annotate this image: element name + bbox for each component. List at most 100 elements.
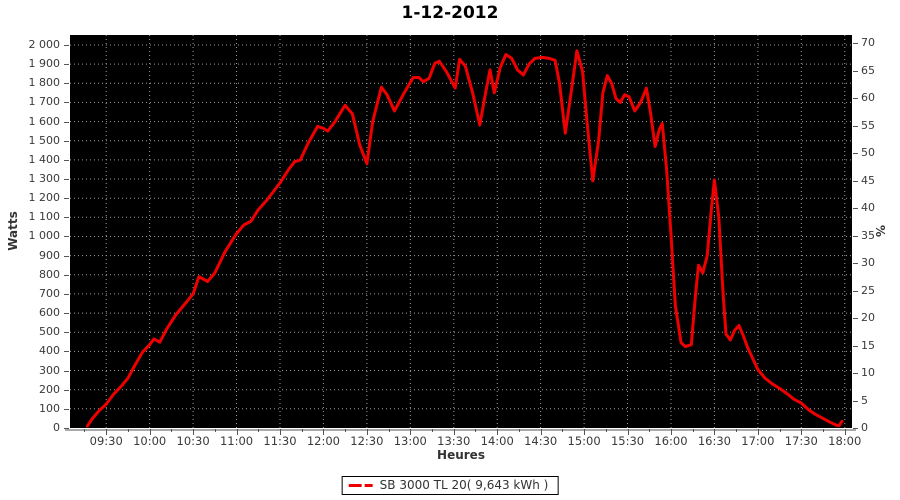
y-axis-left-tick [64,293,69,295]
x-axis-tick-label: 17:00 [741,434,775,448]
x-axis-major-tick [627,429,629,435]
x-axis-minor-tick [475,429,477,432]
y-axis-right-tick [853,43,858,44]
y-axis-left-tick-label: 1 400 [28,152,61,166]
y-axis-left-tick [64,140,69,142]
x-axis-minor-tick [692,429,694,432]
y-axis-left-tick [64,121,69,123]
line-chart-svg [70,35,852,428]
y-axis-left-tick [64,274,69,276]
x-axis-major-tick [714,429,716,435]
y-axis-right-tick [853,153,858,154]
y-axis-right-tick-label: 65 [861,63,875,77]
y-axis-right-tick [853,428,858,429]
y-axis-left-tick-label: 800 [39,267,60,281]
y-axis-right-tick-label: 55 [861,118,875,132]
y-axis-left-tick [64,198,69,200]
x-axis-minor-tick [258,429,260,432]
x-axis-tick-label: 18:00 [828,434,862,448]
x-axis-major-tick [193,429,195,435]
x-axis-tick-label: 10:30 [176,434,210,448]
y-axis-left-tick [64,351,69,353]
x-axis-tick-label: 16:30 [697,434,731,448]
x-axis-major-tick [540,429,542,435]
x-axis-minor-tick [562,429,564,432]
x-axis-minor-tick [605,429,607,432]
y-axis-left-tick-label: 1 200 [28,191,61,205]
y-axis-right-tick-label: 50 [861,146,875,159]
y-axis-right-tick [853,263,858,264]
x-axis-major-tick [497,429,499,435]
x-axis-tick-label: 11:30 [263,434,297,448]
y-axis-left-tick [64,332,69,334]
x-axis-minor-tick [127,429,129,432]
x-axis-minor-tick [171,429,173,432]
chart-title: 1-12-2012 [401,3,499,23]
y-axis-right-tick-label: 10 [861,366,875,379]
x-axis-minor-tick [518,429,520,432]
y-axis-right-tick-label: 25 [861,283,875,297]
y-axis-left-tick-label: 500 [39,325,60,339]
y-axis-left-tick-label: 2 000 [28,37,61,51]
x-axis-tick-label: 11:00 [219,434,254,448]
y-axis-right-tick [853,373,858,374]
x-axis-tick-label: 14:30 [524,434,558,448]
y-axis-left-tick [64,217,69,219]
x-axis-major-tick [670,429,672,435]
power-series-line [85,49,844,428]
y-axis-right-tick-label: 45 [861,173,875,187]
x-axis-major-tick [584,429,586,435]
y-axis-left-tick [64,255,69,257]
x-axis-major-tick [323,429,325,435]
y-axis-left-tick-label: 600 [39,306,60,320]
x-axis-tick-label: 17:30 [784,434,818,448]
y-axis-right-tick-label: 35 [861,228,875,242]
x-axis-minor-tick [214,429,216,432]
x-axis-minor-tick [388,429,390,432]
y-axis-left-tick [64,64,69,66]
legend-label: SB 3000 TL 20( 9,643 kWh ) [379,478,549,492]
x-axis-tick-label: 13:00 [393,434,427,448]
x-axis-minor-tick [345,429,347,432]
y-axis-left-tick-label: 100 [39,401,60,415]
y-axis-right-tick-label: 30 [861,256,875,269]
y-axis-right-tick-label: 40 [861,201,875,214]
plot-area [70,35,852,428]
x-axis-major-tick [106,429,108,435]
x-axis-minor-tick [736,429,738,432]
y-axis-left-tick-label: 1 900 [28,57,61,71]
y-axis-left-tick-label: 1 000 [28,229,61,243]
x-axis-major-tick [453,429,455,435]
y-axis-left-tick [64,179,69,181]
x-axis-major-tick [801,429,803,435]
x-axis-minor-tick [432,429,434,432]
y-axis-left-tick-label: 1 700 [28,95,61,109]
y-axis-right-tick [853,98,858,99]
x-axis-tick-label: 15:30 [610,434,645,448]
x-axis-tick-label: 13:30 [437,434,471,448]
y-axis-left-tick [64,102,69,104]
x-axis-title: Heures [437,448,485,462]
y-axis-left-tick-label: 700 [39,286,60,300]
x-axis-tick-label: 15:00 [567,434,601,448]
x-axis-tick-label: 10:00 [133,434,167,448]
y-axis-right-tick-label: 5 [861,393,868,407]
y-axis-left-tick-label: 400 [39,344,60,358]
x-axis-tick-label: 16:00 [654,434,688,448]
y-axis-right-tick [853,125,858,127]
x-axis-minor-tick [823,429,825,432]
y-axis-left-tick-label: 1 500 [28,133,61,147]
y-axis-right-tick [853,235,858,237]
x-axis-major-tick [236,429,238,435]
y-axis-right-tick [853,208,858,209]
y-axis-left-tick [64,428,69,429]
y-axis-right-tick-label: 70 [861,36,875,49]
y-axis-left-tick [64,159,69,161]
y-axis-left-tick-label: 900 [39,248,60,262]
y-axis-left-tick-label: 1 800 [28,76,61,90]
y-axis-right-tick-label: 15 [861,338,875,352]
x-axis-tick-label: 09:30 [89,434,123,448]
y-axis-left-tick [64,236,69,238]
x-axis-minor-tick [301,429,303,432]
legend: SB 3000 TL 20( 9,643 kWh ) [341,476,559,495]
